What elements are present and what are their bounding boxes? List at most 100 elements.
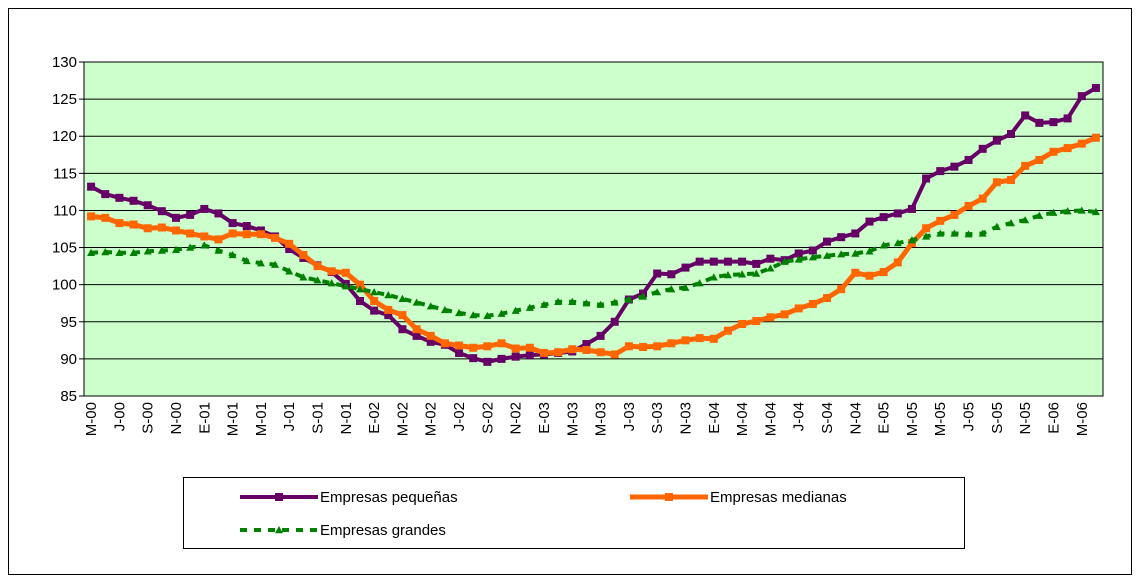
marker <box>610 317 619 326</box>
x-tick-label: M-03 <box>564 402 581 436</box>
marker <box>893 239 902 247</box>
marker <box>582 299 591 307</box>
marker <box>384 305 393 314</box>
marker <box>87 248 96 256</box>
x-tick-label: E-03 <box>536 402 553 434</box>
marker <box>214 246 223 254</box>
marker <box>667 285 676 293</box>
marker <box>426 302 435 310</box>
marker <box>455 341 464 350</box>
marker <box>469 354 478 363</box>
marker <box>653 269 662 278</box>
x-tick-label: S-03 <box>649 402 666 434</box>
marker <box>398 294 407 302</box>
x-tick-label: J-05 <box>961 402 978 431</box>
marker <box>271 233 280 242</box>
marker <box>936 216 945 225</box>
x-tick-label: M-02 <box>394 402 411 436</box>
marker <box>582 340 591 349</box>
marker <box>143 201 152 210</box>
marker <box>596 300 605 308</box>
marker <box>837 285 846 294</box>
x-tick-label: S-04 <box>819 402 836 434</box>
marker <box>554 297 563 305</box>
marker <box>1021 111 1030 120</box>
marker <box>511 352 520 361</box>
marker <box>483 357 492 366</box>
x-tick-label: M-05 <box>904 402 921 436</box>
marker <box>978 194 987 203</box>
marker <box>766 313 775 322</box>
marker <box>879 268 888 277</box>
marker <box>426 331 435 340</box>
marker <box>766 254 775 263</box>
marker <box>695 334 704 343</box>
marker <box>384 311 393 320</box>
marker <box>907 204 916 213</box>
marker <box>101 248 110 256</box>
marker <box>341 268 350 277</box>
x-tick-label: N-02 <box>508 402 525 435</box>
y-tick-label: 120 <box>52 128 77 145</box>
marker <box>469 343 478 352</box>
marker <box>256 230 265 239</box>
marker <box>525 303 534 311</box>
marker <box>186 243 195 251</box>
marker <box>539 300 548 308</box>
marker <box>256 259 265 267</box>
marker <box>1091 207 1100 216</box>
y-tick-label: 90 <box>60 351 77 368</box>
marker <box>738 257 747 266</box>
y-tick-label: 130 <box>52 54 77 71</box>
marker <box>186 210 195 219</box>
x-tick-label: S-05 <box>989 402 1006 434</box>
marker <box>738 270 747 278</box>
marker <box>950 162 959 171</box>
marker <box>200 232 209 241</box>
marker <box>653 342 662 351</box>
marker <box>384 291 393 299</box>
marker <box>837 233 846 242</box>
marker <box>879 241 888 249</box>
marker <box>1063 144 1072 153</box>
x-tick-label: S-01 <box>310 402 327 434</box>
marker <box>752 259 761 268</box>
marker <box>681 336 690 345</box>
marker <box>950 210 959 219</box>
marker <box>907 236 916 244</box>
marker <box>511 344 520 353</box>
marker <box>865 247 874 255</box>
marker <box>1091 133 1100 142</box>
marker <box>370 306 379 315</box>
marker <box>709 273 718 281</box>
marker <box>1063 114 1072 123</box>
x-tick-label: N-05 <box>1017 402 1034 435</box>
marker <box>752 269 761 277</box>
marker <box>922 224 931 233</box>
marker <box>554 348 563 357</box>
marker <box>101 190 110 199</box>
marker <box>709 257 718 266</box>
marker <box>922 232 931 240</box>
marker <box>157 207 166 216</box>
marker <box>341 282 350 290</box>
marker <box>794 255 803 263</box>
marker <box>978 229 987 237</box>
marker <box>624 342 633 351</box>
marker <box>653 288 662 296</box>
y-tick-label: 85 <box>60 388 77 405</box>
legend-box <box>183 477 965 549</box>
marker <box>851 268 860 277</box>
marker <box>992 222 1001 230</box>
x-tick-label: M-03 <box>593 402 610 436</box>
marker <box>171 226 180 235</box>
marker <box>667 339 676 348</box>
marker <box>313 276 322 284</box>
marker <box>87 182 96 191</box>
x-tick-label: N-03 <box>677 402 694 435</box>
marker <box>327 267 336 276</box>
marker <box>1049 147 1058 156</box>
marker <box>752 317 761 326</box>
x-tick-label: E-06 <box>1045 402 1062 434</box>
marker <box>455 348 464 357</box>
